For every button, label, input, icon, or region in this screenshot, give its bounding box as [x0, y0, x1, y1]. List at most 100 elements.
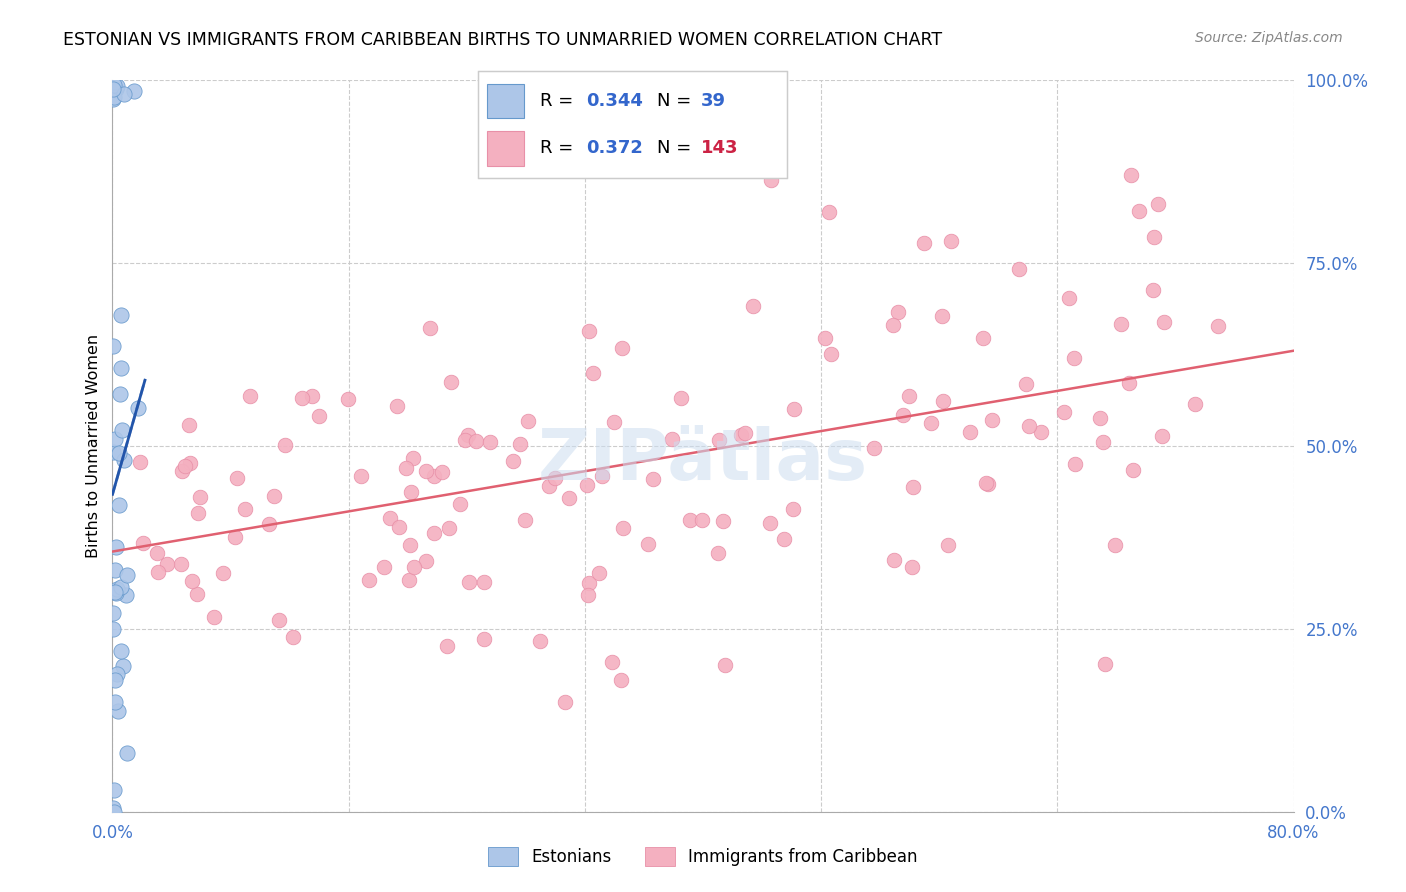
Point	[432, 465, 454, 479]
Point	[588, 566, 610, 581]
Text: 39: 39	[700, 93, 725, 111]
FancyBboxPatch shape	[488, 131, 524, 166]
Point	[107, 446, 129, 460]
Text: R =: R =	[540, 93, 579, 111]
Point	[104, 695, 127, 709]
Point	[419, 321, 441, 335]
Point	[554, 695, 576, 709]
Point	[101, 445, 124, 459]
Text: 0.344: 0.344	[586, 93, 643, 111]
Point	[772, 532, 794, 546]
Point	[101, 82, 124, 96]
Point	[1146, 197, 1168, 211]
Point	[1118, 376, 1140, 391]
Point	[742, 299, 765, 313]
Point	[103, 805, 125, 819]
Point	[1057, 291, 1080, 305]
Point	[105, 667, 128, 681]
Point	[225, 471, 247, 485]
Point	[474, 632, 496, 646]
Point	[105, 82, 128, 96]
Point	[457, 574, 479, 589]
Point	[146, 565, 169, 579]
Point	[394, 461, 416, 475]
Point	[734, 426, 756, 441]
Point	[101, 801, 124, 815]
Point	[690, 513, 713, 527]
Text: N =: N =	[658, 139, 697, 157]
Point	[350, 469, 373, 483]
Point	[104, 586, 127, 600]
Point	[107, 499, 129, 513]
Point	[478, 434, 501, 449]
Point	[529, 633, 551, 648]
Point	[440, 375, 463, 389]
Point	[101, 607, 124, 621]
Point	[104, 563, 127, 577]
Point	[291, 391, 314, 405]
Point	[1184, 397, 1206, 411]
Point	[959, 425, 981, 439]
Point	[170, 558, 193, 572]
Point	[1090, 410, 1112, 425]
Point	[1128, 203, 1150, 218]
Text: N =: N =	[658, 93, 697, 111]
Point	[891, 408, 914, 422]
Point	[1031, 425, 1053, 439]
Point	[423, 468, 446, 483]
Point	[104, 432, 127, 446]
Text: ZIPätlas: ZIPätlas	[538, 426, 868, 495]
Point	[103, 78, 125, 93]
Point	[782, 501, 804, 516]
Point	[578, 588, 600, 602]
Point	[239, 389, 262, 403]
Point	[578, 575, 600, 590]
Point	[863, 442, 886, 456]
Point	[211, 566, 233, 580]
Point	[1153, 315, 1175, 329]
Point	[912, 235, 935, 250]
Point	[730, 428, 752, 442]
Point	[108, 387, 131, 401]
Point	[115, 568, 138, 582]
Point	[170, 464, 193, 478]
Point	[132, 535, 155, 549]
Point	[578, 324, 600, 338]
Text: ESTONIAN VS IMMIGRANTS FROM CARIBBEAN BIRTHS TO UNMARRIED WOMEN CORRELATION CHAR: ESTONIAN VS IMMIGRANTS FROM CARIBBEAN BI…	[63, 31, 942, 49]
Point	[177, 418, 200, 433]
Point	[932, 393, 955, 408]
Point	[707, 546, 730, 560]
Point	[457, 428, 479, 442]
Point	[145, 546, 167, 560]
Point	[1094, 657, 1116, 671]
Point	[582, 366, 605, 380]
Point	[661, 432, 683, 446]
Point	[901, 560, 924, 574]
FancyBboxPatch shape	[488, 84, 524, 119]
Point	[110, 644, 132, 658]
Point	[887, 305, 910, 319]
Point	[269, 613, 291, 627]
Point	[257, 516, 280, 531]
Point	[111, 423, 134, 437]
Point	[112, 452, 135, 467]
Point	[610, 342, 633, 356]
Point	[1018, 418, 1040, 433]
Point	[679, 513, 702, 527]
Point	[882, 318, 904, 333]
Point	[104, 540, 127, 554]
Point	[337, 392, 360, 406]
Point	[274, 438, 297, 452]
Point	[110, 580, 132, 594]
Point	[387, 400, 409, 414]
Point	[939, 234, 962, 248]
Point	[931, 309, 953, 323]
Text: 143: 143	[700, 139, 738, 157]
Point	[897, 389, 920, 403]
Point	[111, 658, 134, 673]
Point	[980, 413, 1002, 427]
Point	[972, 331, 994, 345]
Point	[398, 573, 420, 587]
Point	[127, 401, 149, 415]
Point	[1104, 538, 1126, 552]
